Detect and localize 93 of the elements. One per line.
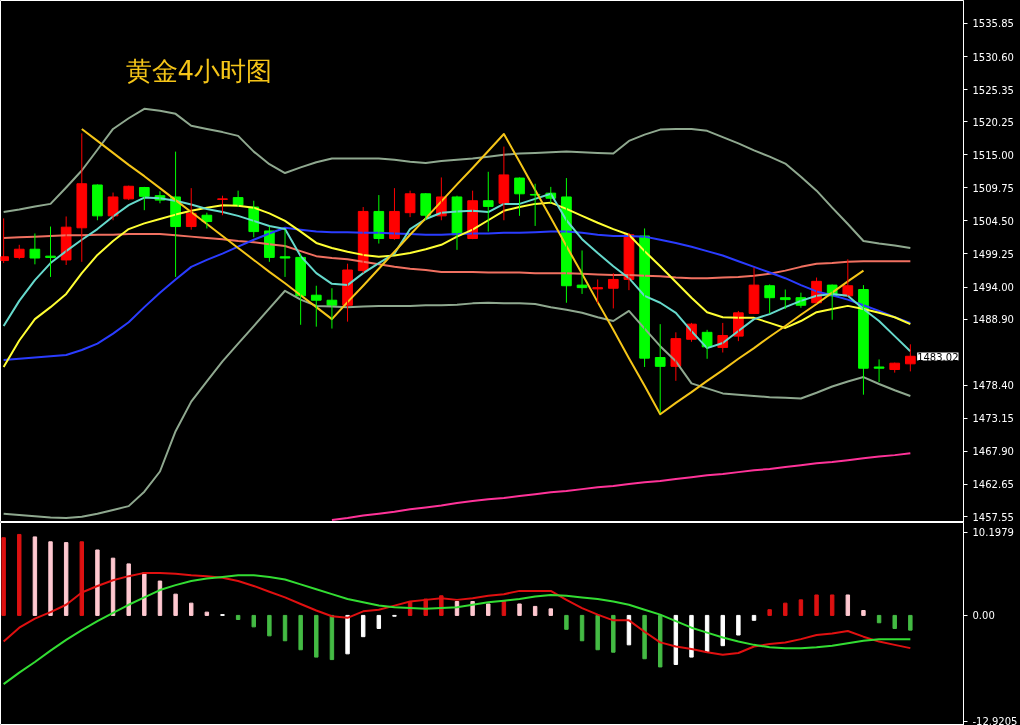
candlestick <box>576 249 588 295</box>
bar <box>298 614 303 651</box>
bar <box>95 549 100 616</box>
bar <box>439 595 444 616</box>
bar <box>173 593 178 616</box>
line-series <box>80 127 865 416</box>
bar <box>908 614 913 631</box>
candlestick <box>654 323 666 414</box>
candlestick <box>514 176 525 217</box>
bar <box>892 614 897 629</box>
candlestick <box>889 362 901 374</box>
bar <box>642 614 647 660</box>
bar <box>658 614 663 668</box>
line-series <box>330 452 912 521</box>
bar <box>861 610 866 616</box>
bar <box>345 614 350 655</box>
line-series <box>2 226 912 362</box>
bar <box>564 614 569 630</box>
bar <box>63 542 69 616</box>
y-tick-label: 1467.90 <box>972 446 1014 458</box>
y-tick-label: 1535.85 <box>972 18 1014 30</box>
bar <box>267 614 272 637</box>
bar <box>689 614 694 658</box>
bar <box>814 594 819 616</box>
bar <box>720 614 725 647</box>
y-tick-label: 1499.25 <box>972 248 1014 260</box>
bar <box>611 614 616 653</box>
candlestick <box>76 132 88 263</box>
y-tick-label: 1473.15 <box>972 413 1014 425</box>
y-tick-label: 1462.65 <box>972 479 1014 491</box>
y-tick-label: 10.1979 <box>972 527 1014 538</box>
bar <box>736 614 741 636</box>
bar <box>235 614 241 620</box>
candlestick <box>279 229 291 278</box>
text: 黄金4小时图 <box>125 55 273 86</box>
bar <box>376 614 382 629</box>
bar <box>360 614 366 638</box>
bar <box>32 536 38 616</box>
bar <box>517 603 522 616</box>
candlestick <box>764 283 775 314</box>
y-tick-label: 1494.00 <box>972 282 1014 293</box>
bar <box>142 572 147 616</box>
bar <box>48 541 53 616</box>
candlestick <box>217 195 228 216</box>
bar <box>282 614 288 642</box>
bar <box>126 563 131 616</box>
bar <box>829 594 835 616</box>
bar <box>204 611 210 616</box>
candlestick <box>45 226 56 278</box>
candlestick <box>92 183 103 221</box>
bar <box>579 614 585 642</box>
bar <box>189 602 194 616</box>
candlestick <box>607 272 619 309</box>
y-tick-label: 1509.75 <box>972 182 1014 194</box>
candlestick <box>123 185 135 201</box>
line-series <box>2 107 912 249</box>
y-tick-label: 1504.50 <box>972 215 1014 227</box>
bar <box>798 599 804 616</box>
y-tick-label: 1515.00 <box>972 149 1014 161</box>
candlestick <box>592 278 604 304</box>
candlestick <box>310 285 322 328</box>
y-tick-label: 1488.90 <box>972 314 1014 326</box>
candlestick <box>873 358 885 383</box>
y-tick-label: 1478.40 <box>972 380 1014 392</box>
line-series <box>2 289 912 520</box>
bar <box>783 602 788 616</box>
y-tick-label: -12.9205 <box>972 716 1018 725</box>
line-series <box>2 233 912 280</box>
candlestick <box>138 186 150 211</box>
candlestick <box>529 183 541 227</box>
y-tick-label: 0.00 <box>972 610 995 622</box>
candlestick <box>779 289 791 310</box>
bar <box>673 614 679 665</box>
annotation: 1483.02 <box>917 351 959 363</box>
y-tick-label: 1520.25 <box>972 116 1014 128</box>
line-series <box>2 574 912 686</box>
bar <box>17 533 22 616</box>
bar <box>548 608 554 616</box>
bar <box>845 594 851 616</box>
bar <box>251 614 256 628</box>
bar <box>1 537 6 616</box>
y-tick-label: 1457.55 <box>972 511 1014 523</box>
candlestick <box>13 244 25 260</box>
candlestick <box>482 171 494 233</box>
y-tick-label: 1530.60 <box>972 51 1014 63</box>
candlestick <box>420 192 432 221</box>
bar <box>751 614 757 621</box>
bar <box>767 609 772 616</box>
bar <box>595 614 600 651</box>
y-tick-label: 1525.35 <box>972 84 1014 96</box>
bar <box>532 605 538 616</box>
bar <box>486 603 491 616</box>
bar <box>314 614 319 658</box>
